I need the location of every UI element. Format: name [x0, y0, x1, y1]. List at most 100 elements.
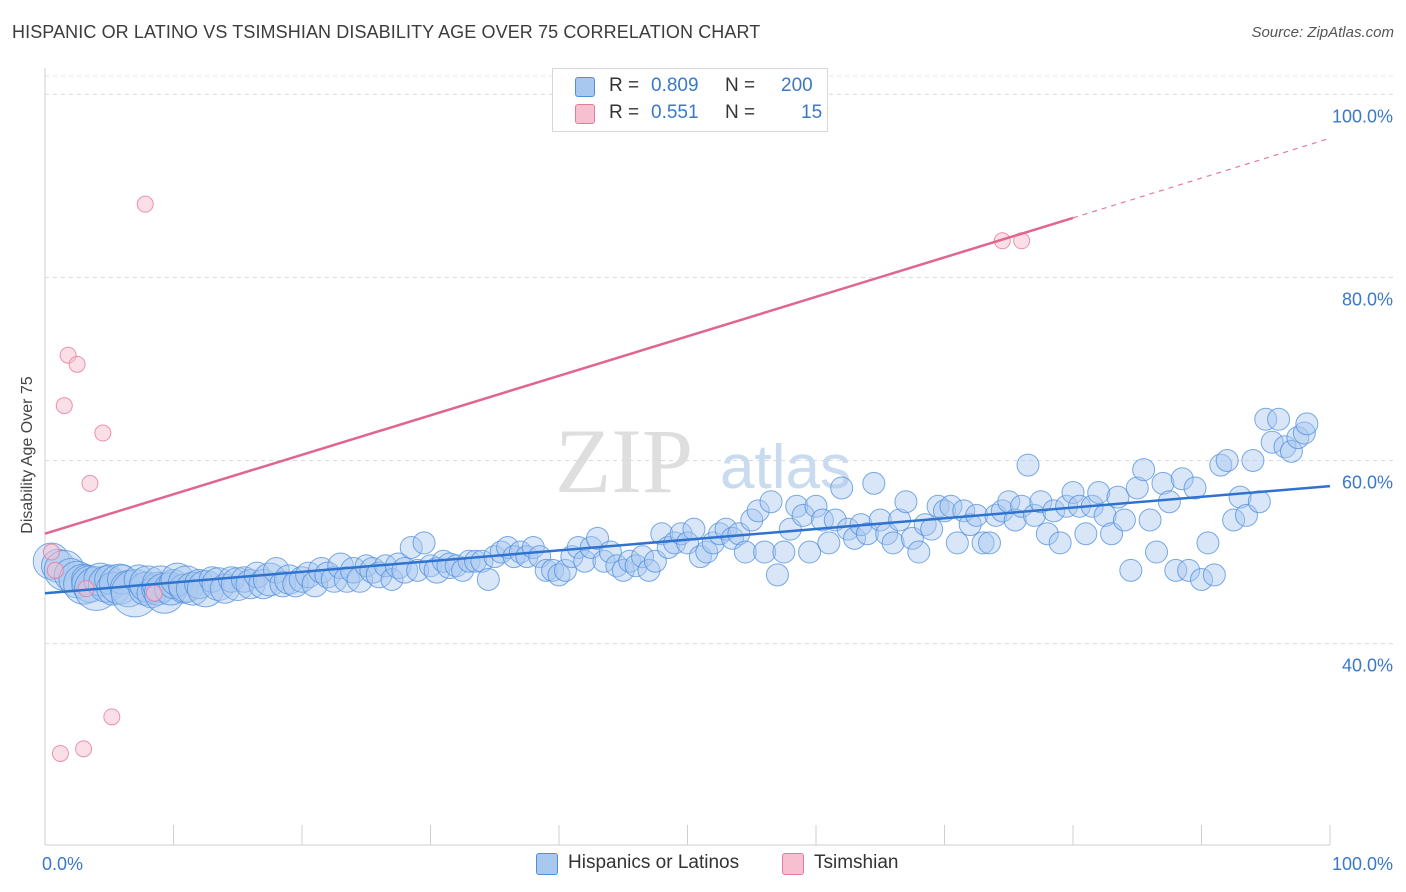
- bottom-legend-swatch-tsimshian: [782, 853, 804, 875]
- trend-lines: [44, 137, 1331, 595]
- hispanic-point: [547, 563, 571, 587]
- y-tick-label: 80.0%: [1342, 289, 1393, 309]
- hispanic-point: [977, 531, 1001, 555]
- hispanic-point: [945, 531, 969, 555]
- hispanic-point: [1145, 540, 1169, 564]
- hispanic-trend-line: [44, 484, 1331, 595]
- hispanic-point: [823, 508, 847, 532]
- hispanic-point: [553, 558, 577, 582]
- legend-r-value-hispanic: 0.809: [651, 75, 699, 96]
- hispanic-point: [772, 540, 796, 564]
- bottom-legend-swatch-hispanic: [536, 853, 558, 875]
- tsimshian-point: [42, 543, 60, 561]
- hispanic-point: [971, 531, 995, 555]
- hispanic-point: [1215, 449, 1239, 472]
- hispanic-point: [1164, 558, 1188, 582]
- hispanic-point: [476, 568, 500, 592]
- hispanic-point: [1119, 558, 1143, 582]
- x-tick-label: 0.0%: [42, 854, 83, 874]
- hispanic-point: [399, 535, 423, 559]
- hispanic-point: [605, 554, 629, 578]
- hispanic-point: [1228, 485, 1252, 509]
- tsimshian-points: [42, 195, 1031, 762]
- hispanic-point: [1273, 435, 1297, 459]
- hispanic-point: [843, 526, 867, 550]
- legend-n-label: N =: [725, 102, 756, 123]
- hispanic-point: [1190, 568, 1213, 592]
- tsimshian-trend-extension: [1072, 137, 1331, 219]
- hispanic-point: [933, 499, 956, 523]
- hispanic-point: [631, 545, 655, 569]
- x-tick-label: 100.0%: [1332, 854, 1393, 874]
- hispanic-point: [894, 490, 918, 514]
- hispanic-point: [733, 540, 757, 564]
- tsimshian-point: [46, 561, 64, 579]
- bottom-legend-label-tsimshian: Tsimshian: [814, 852, 899, 873]
- hispanic-point: [534, 558, 558, 582]
- watermark-atlas: atlas: [720, 433, 851, 502]
- tsimshian-trend-line: [44, 216, 1074, 535]
- hispanic-point: [1061, 481, 1085, 505]
- hispanic-point: [1151, 471, 1175, 495]
- hispanic-point: [682, 517, 706, 541]
- hispanic-point: [1292, 421, 1316, 445]
- hispanic-point: [406, 558, 430, 582]
- hispanic-point: [1177, 558, 1201, 582]
- hispanic-point: [881, 531, 905, 555]
- hispanic-point: [920, 517, 944, 541]
- hispanic-point: [862, 471, 886, 495]
- correlation-legend: R = 0.809 N = 200 R = 0.551 N = 15: [552, 68, 828, 132]
- hispanic-point: [1196, 531, 1220, 555]
- tsimshian-point: [94, 424, 112, 442]
- hispanic-point: [489, 540, 513, 564]
- y-tick-label: 60.0%: [1342, 473, 1393, 493]
- hispanic-point: [1202, 563, 1226, 587]
- legend-n-value-tsimshian: 15: [801, 102, 823, 123]
- hispanic-point: [791, 503, 815, 527]
- hispanic-point: [753, 540, 777, 564]
- hispanic-point: [1048, 531, 1072, 555]
- hispanic-point: [1267, 407, 1291, 431]
- hispanic-point: [1138, 508, 1162, 532]
- axes: [44, 68, 1331, 846]
- hispanic-point: [1029, 490, 1053, 514]
- y-tick-label: 100.0%: [1332, 106, 1393, 126]
- gridlines: [45, 75, 1395, 645]
- hispanic-point: [759, 490, 783, 514]
- bottom-legend-label-hispanic: Hispanics or Latinos: [568, 852, 740, 873]
- hispanic-point: [1003, 508, 1027, 532]
- tick-labels: 40.0% 60.0% 80.0% 100.0% 0.0% 100.0%: [42, 106, 1393, 874]
- legend-swatch-hispanic: [575, 77, 595, 97]
- hispanic-point: [708, 522, 732, 546]
- hispanic-point: [810, 508, 834, 532]
- tsimshian-point: [68, 355, 86, 373]
- hispanic-point: [868, 508, 892, 532]
- legend-r-label: R =: [609, 75, 640, 96]
- hispanic-point: [541, 558, 565, 582]
- watermark: ZIP atlas: [555, 410, 851, 512]
- hispanic-point: [502, 545, 526, 569]
- hispanic-point: [798, 540, 822, 564]
- legend-n-value-hispanic: 200: [781, 75, 813, 96]
- hispanic-point: [1183, 476, 1207, 500]
- hispanic-point: [1132, 458, 1156, 482]
- hispanic-point: [907, 540, 931, 564]
- hispanic-point: [1125, 476, 1149, 500]
- hispanic-point: [830, 476, 854, 500]
- hispanic-point: [926, 494, 950, 518]
- legend-r-value-tsimshian: 0.551: [651, 102, 699, 123]
- legend-r-label: R =: [609, 102, 640, 123]
- legend-swatch-tsimshian: [575, 104, 595, 124]
- hispanic-point: [1112, 508, 1136, 532]
- hispanic-point: [817, 531, 841, 555]
- hispanic-point: [1157, 490, 1181, 514]
- hispanic-point: [650, 522, 674, 546]
- tsimshian-point: [136, 195, 154, 213]
- hispanic-point: [804, 494, 828, 518]
- tsimshian-point: [103, 708, 121, 726]
- tsimshian-point: [51, 744, 69, 762]
- hispanic-point: [1254, 407, 1278, 431]
- tsimshian-point: [75, 740, 93, 758]
- hispanic-point: [1247, 490, 1271, 514]
